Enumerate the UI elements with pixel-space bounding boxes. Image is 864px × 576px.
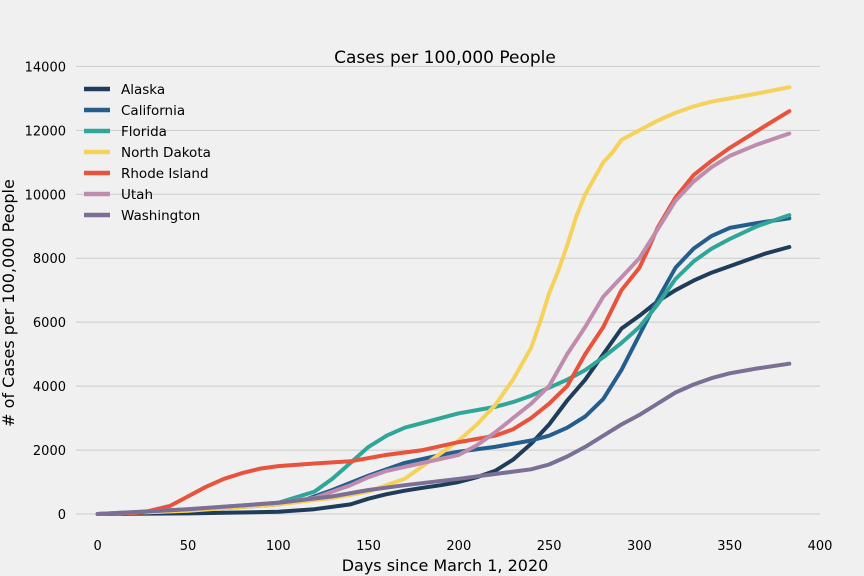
- legend-label: Utah: [121, 187, 153, 203]
- grid-layer: [76, 65, 820, 515]
- series-line-north-dakota: [95, 85, 792, 516]
- tick-layer: 0 2000 4000 6000 8000 10000 12000 14000 0 50 100 15…: [25, 60, 833, 554]
- legend-label: Rhode Island: [121, 166, 209, 182]
- y-tick-label: 12000: [25, 124, 66, 139]
- x-tick-label: 0: [94, 539, 102, 554]
- y-tick-label: 14000: [25, 60, 66, 75]
- x-tick-label: 100: [266, 539, 291, 554]
- y-tick-label: 4000: [33, 380, 66, 395]
- series-line-washington: [95, 361, 792, 516]
- y-axis-title: # of Cases per 100,000 People: [0, 179, 18, 427]
- legend-label: Florida: [121, 124, 167, 140]
- series-layer: [95, 85, 792, 516]
- x-tick-label: 350: [717, 539, 742, 554]
- y-tick-label: 6000: [33, 316, 66, 331]
- x-tick-label: 400: [808, 539, 833, 554]
- x-tick-label: 250: [537, 539, 562, 554]
- legend-label: North Dakota: [121, 145, 211, 161]
- y-tick-label: 0: [58, 508, 66, 523]
- series-line-alaska: [95, 245, 792, 516]
- legend-label: Washington: [121, 208, 200, 224]
- x-tick-label: 150: [356, 539, 381, 554]
- series-line-california: [95, 216, 792, 516]
- legend-label: Alaska: [121, 82, 165, 98]
- x-tick-label: 50: [180, 539, 197, 554]
- x-tick-label: 200: [446, 539, 471, 554]
- legend-label: California: [121, 103, 185, 119]
- series-line-utah: [95, 131, 792, 516]
- chart-title: Cases per 100,000 People: [334, 48, 556, 68]
- y-tick-label: 2000: [33, 444, 66, 459]
- series-line-rhode-island: [95, 109, 792, 516]
- series-line-florida: [95, 213, 792, 516]
- x-tick-label: 300: [627, 539, 652, 554]
- legend: Alaska California Florida North Dakota Rhode…: [84, 82, 211, 224]
- y-tick-label: 10000: [25, 188, 66, 203]
- y-tick-label: 8000: [33, 252, 66, 267]
- x-axis-title: Days since March 1, 2020: [342, 556, 549, 575]
